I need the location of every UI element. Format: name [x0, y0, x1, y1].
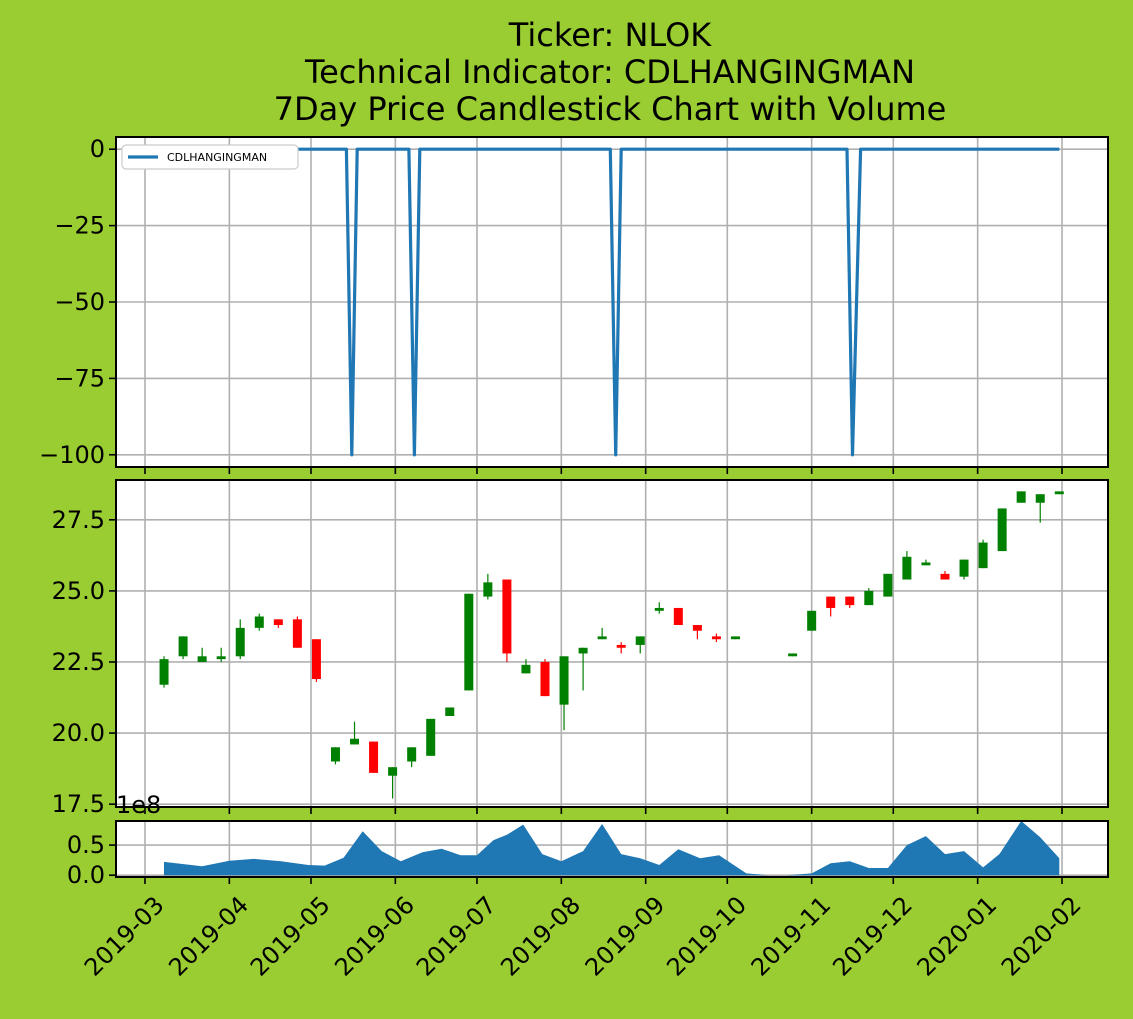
volume-area [164, 821, 1060, 876]
candle-body [426, 718, 436, 756]
price-panel: 17.5 20.0 22.5 25.0 27.5 [52, 479, 1109, 818]
volume-ytick-label: 0.0 [67, 861, 105, 889]
candle-body [597, 636, 607, 640]
candle-body [273, 619, 283, 626]
x-tick-label: 2019-03 [79, 891, 170, 982]
candle-body [635, 636, 645, 645]
candle-body [883, 573, 893, 597]
x-tick-label: 2019-11 [746, 891, 837, 982]
indicator-y-ticks: 0 −25 −50 −75 −100 [39, 135, 1063, 474]
indicator-legend: CDLHANGINGMAN [121, 144, 299, 170]
price-frame [115, 479, 1109, 808]
candle-body [235, 627, 245, 657]
candle-body [978, 542, 988, 569]
indicator-frame [115, 136, 1109, 468]
candle-body [330, 747, 340, 762]
candle-body [369, 741, 379, 773]
x-tick-label: 2019-10 [661, 891, 752, 982]
x-tick-label: 2019-07 [411, 891, 502, 982]
candle-body [940, 573, 950, 580]
x-axis: 2019-032019-042019-052019-062019-072019-… [79, 891, 1087, 982]
figure-title: Ticker: NLOK Technical Indicator: CDLHAN… [274, 16, 947, 128]
candle-body [464, 593, 474, 691]
volume-y-ticks: 0.00.5 [67, 831, 1063, 889]
indicator-ytick-label: −75 [54, 364, 105, 392]
candle-body [711, 636, 721, 640]
candle-body [902, 556, 912, 580]
indicator-ytick-label: −100 [39, 441, 105, 469]
volume-panel: 0.00.5 1e8 [67, 791, 1109, 889]
indicator-panel: 0 −25 −50 −75 −100 CDLHANGINGMAN [39, 135, 1109, 474]
candle-body [388, 767, 398, 776]
candle-body [540, 661, 550, 697]
candle-body [1016, 491, 1026, 503]
candle-body [654, 607, 664, 611]
indicator-ytick-label: −50 [54, 288, 105, 316]
price-ytick-label: 20.0 [52, 719, 105, 747]
candle-body [807, 610, 817, 631]
indicator-ytick-label: −25 [54, 212, 105, 240]
candle-body [845, 596, 855, 606]
price-ytick-label: 27.5 [52, 506, 105, 534]
title-line-3: 7Day Price Candlestick Chart with Volume [274, 90, 947, 128]
candle-body [616, 644, 626, 648]
candle-body [692, 625, 702, 631]
candle-body [921, 562, 931, 566]
candle-body [997, 508, 1007, 552]
price-ytick-label: 22.5 [52, 648, 105, 676]
candle-body [502, 579, 512, 654]
price-grid [116, 480, 1108, 807]
candle-body [178, 636, 188, 657]
price-y-ticks: 17.5 20.0 22.5 25.0 27.5 [52, 506, 1063, 818]
x-tick-label: 2019-06 [329, 891, 420, 982]
candles [159, 491, 1064, 799]
candle-body [788, 653, 798, 657]
candle-body [521, 664, 531, 674]
candle-body [197, 656, 207, 662]
legend-box [121, 144, 299, 170]
title-line-1: Ticker: NLOK [508, 16, 712, 54]
candle-body [445, 707, 455, 717]
price-ytick-label: 25.0 [52, 577, 105, 605]
candle-body [1054, 491, 1064, 495]
candle-body [159, 659, 169, 685]
x-tick-label: 2020-02 [996, 891, 1087, 982]
candle-body [559, 656, 569, 705]
x-tick-label: 2019-09 [580, 891, 671, 982]
candle-body [578, 647, 588, 654]
candle-body [730, 636, 740, 640]
candle-body [864, 590, 874, 606]
candle-body [1035, 494, 1045, 503]
candle-body [483, 582, 493, 597]
x-tick-label: 2020-01 [912, 891, 1003, 982]
x-tick-label: 2019-05 [245, 891, 336, 982]
candle-body [254, 616, 264, 628]
candle-body [350, 738, 360, 745]
candle-body [407, 747, 417, 762]
volume-offset-label: 1e8 [116, 791, 161, 819]
volume-ytick-label: 0.5 [67, 831, 105, 859]
candle-body [959, 559, 969, 577]
price-plot-area [116, 480, 1108, 807]
x-tick-label: 2019-08 [495, 891, 586, 982]
candle-body [292, 619, 302, 648]
candle-body [311, 639, 321, 680]
volume-frame [115, 820, 1109, 878]
x-tick-label: 2019-04 [163, 891, 254, 982]
indicator-series-line [164, 147, 1060, 457]
legend-label: CDLHANGINGMAN [167, 151, 267, 164]
indicator-ytick-label: 0 [90, 135, 105, 163]
price-ytick-label: 17.5 [52, 790, 105, 818]
x-tick-label: 2019-12 [827, 891, 918, 982]
candle-body [826, 596, 836, 608]
candle-body [216, 656, 226, 660]
title-line-2: Technical Indicator: CDLHANGINGMAN [304, 53, 915, 91]
candle-body [673, 607, 683, 626]
